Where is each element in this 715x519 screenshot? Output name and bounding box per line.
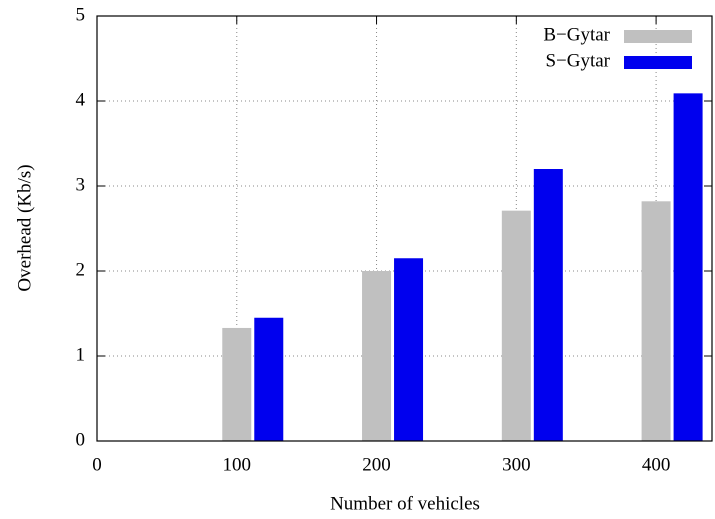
- legend-swatch: [624, 30, 692, 43]
- legend-label: S−Gytar: [545, 50, 610, 71]
- legend-swatch: [624, 56, 692, 69]
- x-tick-label: 300: [502, 454, 531, 475]
- bar: [222, 327, 252, 441]
- y-tick-label: 1: [76, 344, 86, 365]
- bar: [673, 93, 703, 441]
- y-tick-label: 4: [76, 89, 86, 110]
- bar: [501, 210, 531, 441]
- legend-label: B−Gytar: [543, 24, 610, 45]
- x-tick-label: 400: [642, 454, 671, 475]
- y-tick-label: 3: [76, 174, 86, 195]
- x-axis-label: Number of vehicles: [330, 493, 480, 514]
- bar: [641, 201, 671, 441]
- x-tick-label: 0: [92, 454, 102, 475]
- bar: [254, 317, 284, 441]
- bar: [533, 169, 563, 441]
- y-tick-label: 2: [76, 259, 86, 280]
- y-axis-label: Overhead (Kb/s): [14, 164, 35, 291]
- bar: [362, 271, 392, 441]
- x-tick-label: 200: [362, 454, 391, 475]
- y-tick-label: 5: [76, 4, 86, 25]
- y-tick-label: 0: [76, 429, 86, 450]
- bar: [394, 258, 424, 441]
- plot-frame: [96, 15, 713, 442]
- x-tick-label: 100: [223, 454, 252, 475]
